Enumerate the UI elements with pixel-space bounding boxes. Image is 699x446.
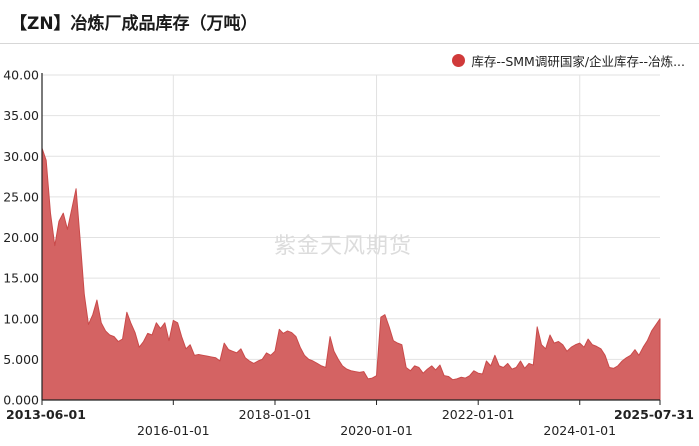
y-tick-label: 10.00	[3, 311, 39, 326]
x-tick-label: 2025-07-31	[614, 407, 694, 422]
y-tick-label: 30.00	[3, 149, 39, 164]
y-tick-label: 25.00	[3, 189, 39, 204]
x-tick-label: 2013-06-01	[6, 407, 86, 422]
y-ticks: 0.000 5.000 10.00 15.00 20.00 25.00 30.00 35.00…	[3, 68, 39, 408]
legend-dot-icon	[452, 54, 466, 67]
y-tick-label: 5.000	[3, 352, 39, 367]
series-layer	[41, 147, 661, 401]
x-tick-label: 2020-01-01	[340, 423, 413, 438]
chart-title: 【ZN】冶炼厂成品库存（万吨）	[10, 14, 258, 34]
x-tick-label: 2024-01-01	[543, 423, 616, 438]
legend-label: 库存--SMM调研国家/企业库存--冶炼...	[471, 54, 685, 69]
y-tick-label: 35.00	[3, 108, 39, 123]
y-tick-label: 15.00	[3, 271, 39, 286]
legend[interactable]: 库存--SMM调研国家/企业库存--冶炼...	[452, 51, 685, 70]
x-tick-label: 2018-01-01	[239, 407, 312, 422]
y-tick-label: 0.000	[3, 393, 39, 408]
y-tick-label: 20.00	[3, 230, 39, 245]
y-tick-label: 40.00	[3, 68, 39, 83]
series-area	[41, 147, 661, 401]
x-tick-label: 2022-01-01	[442, 407, 515, 422]
x-tick-label: 2016-01-01	[137, 423, 210, 438]
axis-layer	[41, 73, 661, 405]
title-bar: 【ZN】冶炼厂成品库存（万吨）	[0, 0, 699, 44]
x-ticks: 2013-06-01 2016-01-01 2018-01-01 2020-01-01…	[6, 407, 694, 438]
